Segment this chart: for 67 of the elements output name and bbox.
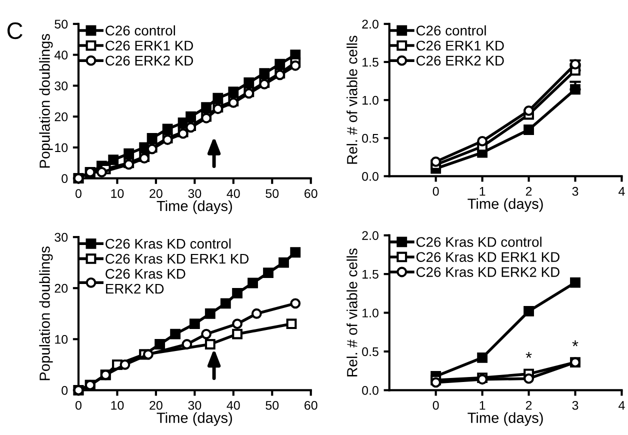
y-tick-label: 1.0 — [362, 96, 378, 105]
y-tick-label: 0 — [62, 386, 68, 395]
x-tick-label: 50 — [266, 189, 279, 198]
x-tick-label: 0 — [76, 189, 82, 198]
x-axis-title: Time (days) — [468, 412, 543, 426]
x-axis-title: Time (days) — [468, 198, 543, 212]
x-tick-label: 20 — [150, 189, 162, 198]
y-tick-label: 1.0 — [362, 308, 378, 318]
legend-label: C26 control — [106, 25, 175, 36]
y-tick-label: 20 — [54, 112, 68, 122]
y-tick-label: 10 — [55, 143, 68, 152]
x-tick-label: 3 — [572, 186, 578, 196]
x-tick-label: 0 — [432, 400, 439, 410]
x-tick-label: 0 — [432, 186, 439, 196]
x-tick-label: 60 — [304, 400, 318, 410]
legend-label: C26 Kras KD control — [416, 236, 542, 247]
y-tick-label: 30 — [54, 81, 68, 90]
x-tick-label: 20 — [150, 400, 162, 410]
x-tick-label: 50 — [266, 400, 279, 410]
x-tick-label: 4 — [618, 401, 625, 410]
annotation: * — [572, 340, 578, 346]
y-tick-label: 2.0 — [362, 231, 378, 240]
y-tick-label: 20 — [54, 284, 68, 293]
y-axis-title: Rel. # of viable cells — [346, 36, 358, 164]
y-tick-label: 2.0 — [362, 20, 378, 29]
x-tick-label: 2 — [526, 400, 532, 410]
y-axis-title: Rel. # of viable cells — [346, 248, 358, 376]
x-tick-label: 40 — [226, 189, 240, 198]
x-tick-label: 40 — [226, 400, 240, 410]
y-tick-label: 0.0 — [362, 172, 378, 181]
legend-label: C26 Kras KD ERK1 KD — [106, 254, 249, 264]
y-tick-label: 1.5 — [362, 270, 378, 279]
x-tick-label: 0 — [76, 400, 82, 410]
y-tick-label: 0 — [62, 174, 68, 183]
x-tick-label: 30 — [188, 189, 202, 198]
x-axis-title: Time (days) — [156, 200, 232, 214]
y-tick-label: 30 — [54, 232, 68, 242]
y-axis-title: Population doublings — [39, 246, 53, 380]
y-tick-label: 0.5 — [362, 347, 378, 356]
legend-label: C26 Kras KD ERK1 KD — [416, 252, 560, 262]
x-tick-label: 60 — [304, 189, 318, 198]
annotation: * — [526, 352, 532, 358]
legend-label: C26 ERK1 KD — [106, 40, 193, 51]
legend-label: C26 Kras KD control — [106, 238, 231, 249]
y-tick-label: 0.5 — [362, 134, 378, 143]
x-tick-label: 3 — [572, 400, 578, 410]
y-axis-title: Population doublings — [39, 34, 53, 168]
y-tick-label: 1.5 — [362, 58, 378, 67]
x-tick-label: 10 — [111, 400, 124, 410]
y-tick-label: 0.0 — [362, 386, 378, 395]
legend-label: C26 control — [416, 25, 486, 36]
y-tick-label: 10 — [55, 334, 68, 344]
legend-label: C26 Kras KD ERK2 KD — [416, 267, 560, 277]
text: C — [7, 22, 22, 40]
y-tick-label: 40 — [54, 50, 68, 60]
legend-label: C26 ERK2 KD — [106, 56, 193, 66]
y-tick-label: 50 — [54, 20, 68, 29]
x-axis-title: Time (days) — [156, 412, 232, 426]
x-tick-label: 1 — [480, 187, 486, 196]
legend-label: C26 Kras KD ERK2 KD — [106, 268, 186, 294]
x-tick-label: 2 — [526, 186, 532, 196]
x-tick-label: 1 — [480, 401, 486, 410]
x-tick-label: 10 — [111, 189, 124, 198]
x-tick-label: 4 — [618, 187, 625, 196]
legend-label: C26 ERK1 KD — [416, 40, 504, 51]
legend-label: C26 ERK2 KD — [416, 56, 504, 66]
x-tick-label: 30 — [188, 400, 202, 410]
